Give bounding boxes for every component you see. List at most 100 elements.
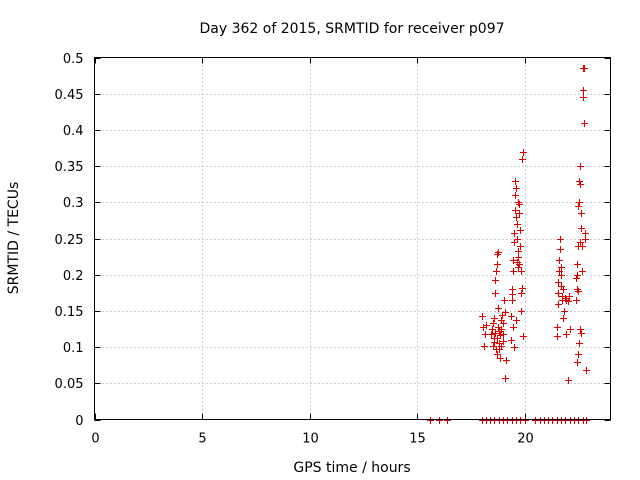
data-point-marker — [576, 340, 583, 347]
data-point-marker — [557, 236, 564, 243]
data-point-marker — [498, 317, 505, 324]
data-point-marker — [491, 339, 498, 346]
data-point-marker — [583, 417, 590, 424]
data-point-marker — [517, 227, 524, 234]
data-point-marker — [560, 286, 567, 293]
data-point-marker — [573, 275, 580, 282]
y-tick-label: 0.15 — [55, 305, 84, 320]
data-point-marker — [581, 120, 588, 127]
data-point-marker — [499, 312, 506, 319]
data-point-marker — [500, 331, 507, 338]
data-point-marker — [510, 268, 517, 275]
data-point-marker — [502, 375, 509, 382]
data-point-marker — [516, 201, 523, 208]
data-point-marker — [583, 367, 590, 374]
data-point-marker — [580, 87, 587, 94]
data-point-marker — [518, 268, 525, 275]
data-point-marker — [498, 343, 505, 350]
data-point-marker — [502, 309, 509, 316]
data-point-marker — [582, 230, 589, 237]
data-point-marker — [493, 268, 500, 275]
data-point-marker — [575, 288, 582, 295]
data-point-marker — [579, 268, 586, 275]
data-point-marker — [555, 290, 562, 297]
data-point-marker — [510, 257, 517, 264]
data-point-marker — [566, 293, 573, 300]
data-point-marker — [508, 313, 515, 320]
data-point-marker — [518, 308, 525, 315]
data-point-marker — [576, 199, 583, 206]
data-point-marker — [574, 359, 581, 366]
data-point-marker — [560, 315, 567, 322]
data-point-marker — [575, 351, 582, 358]
data-point-marker — [513, 185, 520, 192]
data-point-marker — [497, 355, 504, 362]
data-point-marker — [501, 297, 508, 304]
data-point-marker — [578, 225, 585, 232]
data-point-marker — [518, 290, 525, 297]
data-point-marker — [479, 313, 486, 320]
data-point-marker — [490, 343, 497, 350]
data-point-marker — [579, 243, 586, 250]
data-point-marker — [565, 298, 572, 305]
data-point-marker — [522, 417, 529, 424]
data-point-marker — [427, 417, 434, 424]
chart-title: Day 362 of 2015, SRMTID for receiver p09… — [199, 21, 504, 37]
y-axis-label: SRMTID / TECUs — [6, 182, 22, 295]
data-point-marker — [519, 285, 526, 292]
data-point-marker — [512, 192, 519, 199]
data-point-marker — [555, 301, 562, 308]
data-point-marker — [510, 324, 517, 331]
y-tick-label: 0.1 — [63, 341, 84, 356]
data-point-marker — [520, 333, 527, 340]
data-point-marker — [503, 357, 510, 364]
y-tick-label: 0.4 — [63, 124, 84, 139]
data-point-marker — [556, 268, 563, 275]
data-point-marker — [516, 210, 523, 217]
data-point-marker — [494, 351, 501, 358]
data-point-marker — [519, 156, 526, 163]
data-point-marker — [578, 330, 585, 337]
y-tick-label: 0.2 — [63, 269, 84, 284]
data-point-marker — [490, 320, 497, 327]
data-point-marker — [511, 239, 518, 246]
data-point-marker — [444, 417, 451, 424]
x-tick-label: 15 — [409, 432, 426, 447]
data-point-marker — [558, 272, 565, 279]
y-tick-label: 0.05 — [55, 377, 84, 392]
data-point-marker — [495, 249, 502, 256]
data-point-marker — [561, 308, 568, 315]
data-point-marker — [556, 257, 563, 264]
data-point-marker — [577, 239, 584, 246]
x-tick-label: 0 — [91, 432, 99, 447]
data-point-marker — [573, 297, 580, 304]
x-axis-label: GPS time / hours — [293, 460, 410, 476]
data-point-marker — [574, 272, 581, 279]
data-point-marker — [482, 331, 489, 338]
data-point-marker — [557, 246, 564, 253]
data-point-marker — [577, 163, 584, 170]
data-point-marker — [554, 333, 561, 340]
data-point-marker — [495, 305, 502, 312]
data-point-marker — [494, 335, 501, 342]
y-tick-label: 0.45 — [55, 88, 84, 103]
data-point-marker — [512, 207, 519, 214]
y-tick-label: 0.35 — [55, 160, 84, 175]
data-point-marker — [497, 332, 504, 339]
data-point-marker — [511, 344, 518, 351]
data-point-marker — [577, 181, 584, 188]
data-point-marker — [509, 297, 516, 304]
y-tick-label: 0.3 — [63, 196, 84, 211]
data-point-marker — [483, 322, 490, 329]
y-tick-label: 0.5 — [63, 52, 84, 67]
data-point-marker — [576, 178, 583, 185]
data-point-marker — [513, 214, 520, 221]
data-point-marker — [575, 203, 582, 210]
data-point-marker — [508, 337, 515, 344]
data-point-marker — [577, 326, 584, 333]
data-point-marker — [580, 94, 587, 101]
data-point-marker — [488, 331, 495, 338]
data-point-marker — [565, 377, 572, 384]
data-point-marker — [582, 236, 589, 243]
